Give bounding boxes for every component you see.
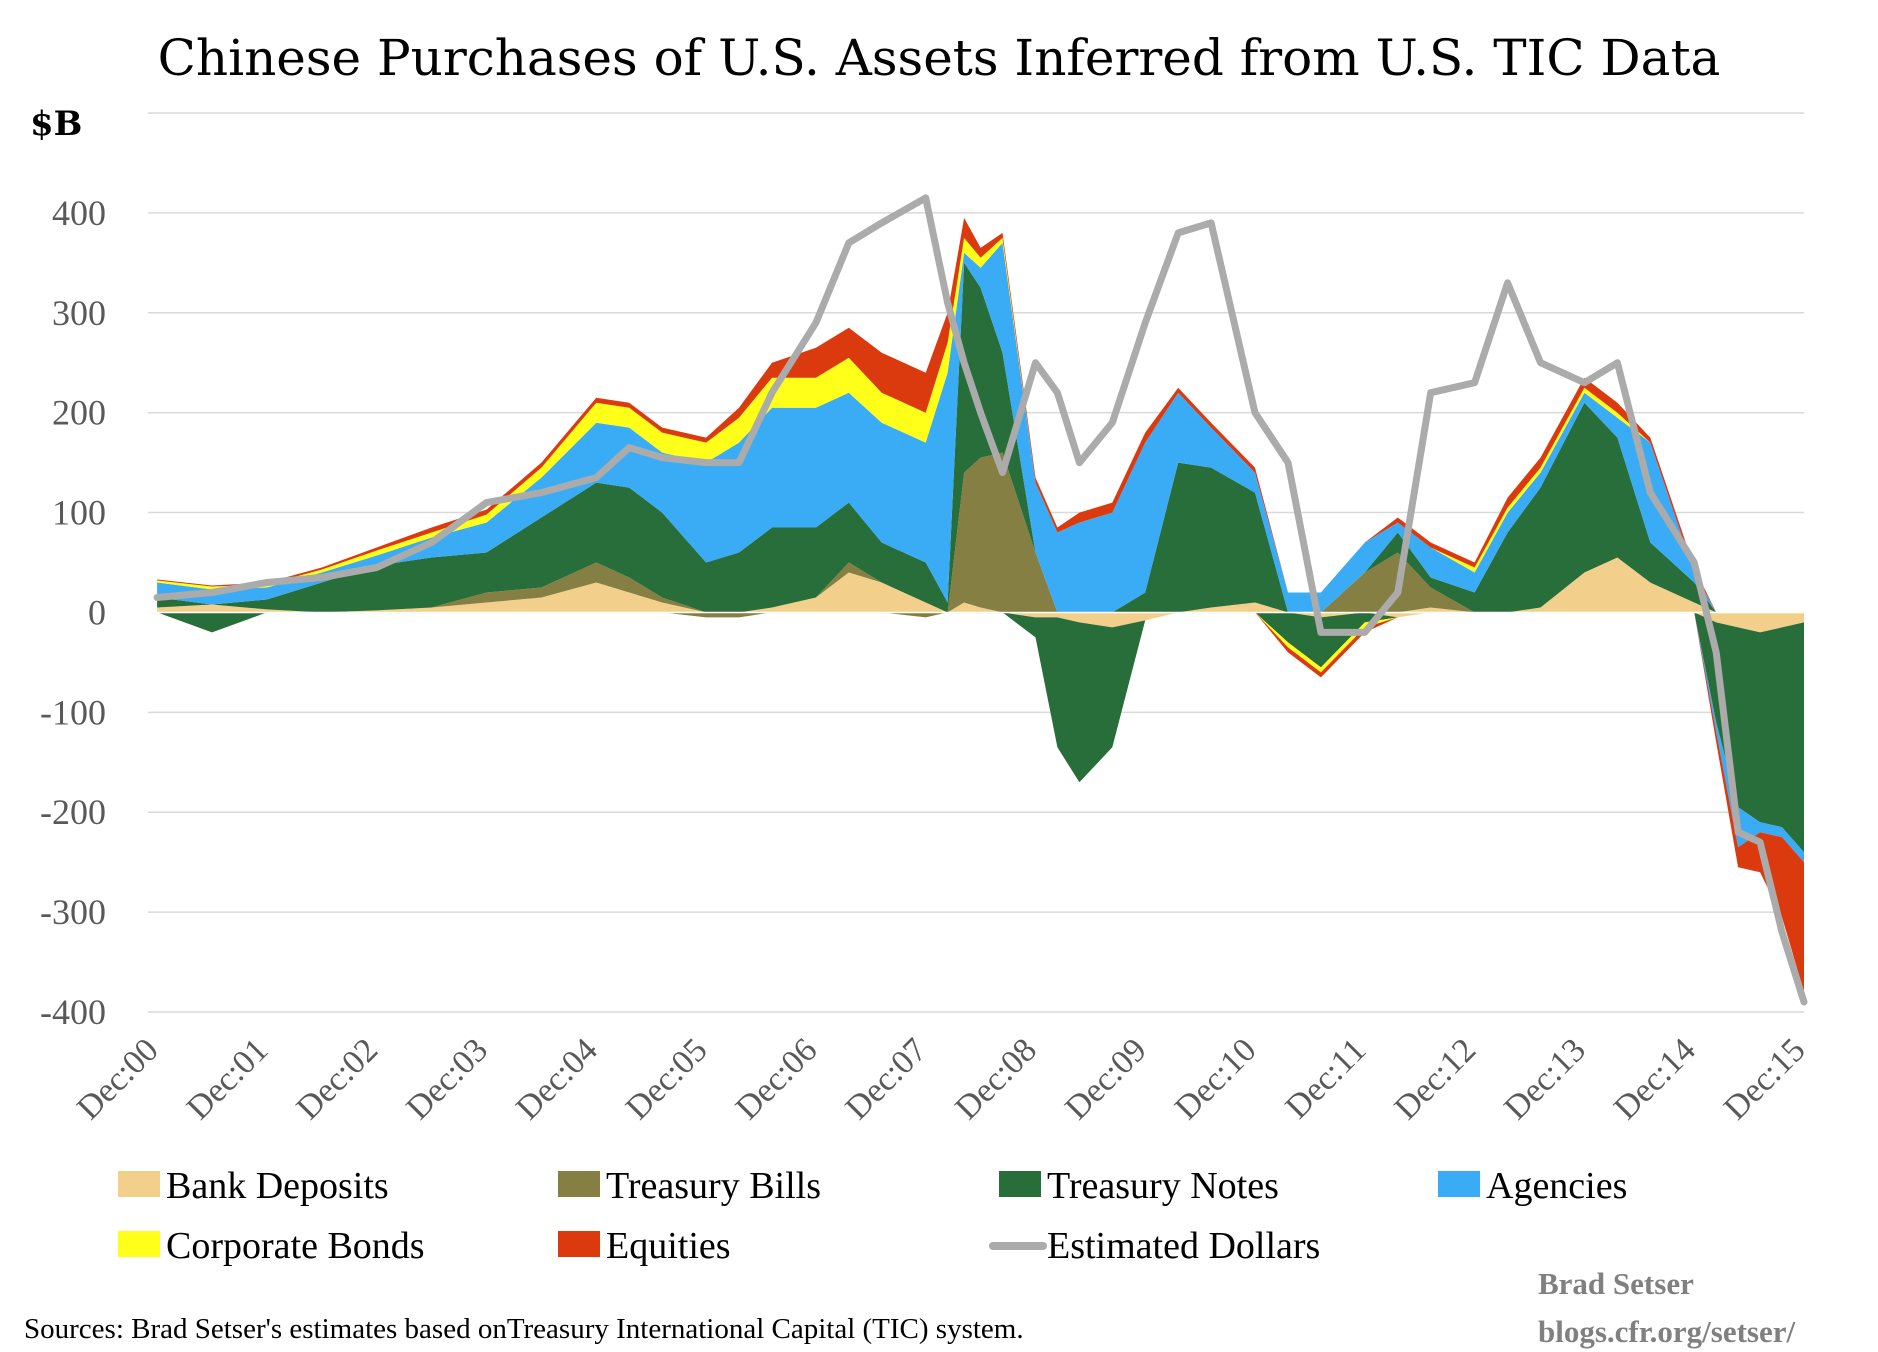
x-tick-label: Dec:01 <box>180 1031 276 1127</box>
legend-swatch-treasury-bills <box>558 1171 600 1197</box>
estimated-dollars-line-layer <box>153 194 1808 1006</box>
x-tick-label: Dec:12 <box>1388 1031 1484 1127</box>
y-tick-label: 200 <box>52 393 106 433</box>
legend-label-corporate-bonds: Corporate Bonds <box>166 1225 425 1267</box>
x-tick-label: Dec:03 <box>399 1031 495 1127</box>
area-corporate-bonds-negative <box>157 612 1805 863</box>
x-tick-label: Dec:08 <box>948 1031 1044 1127</box>
legend-swatch-corporate-bonds <box>118 1231 160 1257</box>
area-treasury-notes-positive <box>157 262 1805 613</box>
x-tick-label: Dec:07 <box>839 1031 935 1127</box>
x-tick-label: Dec:00 <box>70 1031 166 1127</box>
source-note: Sources: Brad Setser's estimates based o… <box>24 1313 1024 1345</box>
area-treasury-notes-negative <box>157 612 1805 853</box>
y-tick-label: 100 <box>52 493 106 533</box>
x-tick-label: Dec:10 <box>1168 1031 1264 1127</box>
y-tick-label: -200 <box>40 792 106 832</box>
x-tick-label: Dec:09 <box>1058 1031 1154 1127</box>
stacked-areas <box>157 217 1805 992</box>
x-tick-label: Dec:13 <box>1497 1031 1593 1127</box>
y-tick-label: -300 <box>40 892 106 932</box>
y-tick-label: 0 <box>88 592 106 632</box>
x-tick-label: Dec:14 <box>1607 1031 1703 1127</box>
y-tick-label: -400 <box>40 992 106 1032</box>
legend: Bank Deposits Treasury Bills Treasury Note… <box>118 1165 1627 1267</box>
y-axis-ticks: 400 300 200 100 0 -100 -200 -300 -400 <box>40 193 106 1032</box>
area-bank-deposits-negative <box>157 612 1805 633</box>
x-axis-ticks: Dec:00 Dec:01 Dec:02 Dec:03 Dec:04 Dec:05 Dec:… <box>70 1031 1812 1127</box>
chart-title: Chinese Purchases of U.S. Assets Inferre… <box>158 29 1721 87</box>
area-agencies-negative <box>157 612 1805 863</box>
x-tick-label: Dec:04 <box>509 1031 605 1127</box>
area-equities-negative <box>157 612 1805 992</box>
legend-swatch-bank-deposits <box>118 1171 160 1197</box>
legend-swatch-treasury-notes <box>999 1171 1041 1197</box>
x-tick-label: Dec:15 <box>1717 1031 1813 1127</box>
area-bank-deposits-positive <box>157 557 1805 613</box>
line-estimated-dollars <box>153 194 1808 1006</box>
legend-label-equities: Equities <box>606 1225 731 1267</box>
legend-label-treasury-bills: Treasury Bills <box>606 1165 821 1207</box>
legend-label-agencies: Agencies <box>1486 1165 1627 1207</box>
legend-swatch-agencies <box>1438 1171 1480 1197</box>
legend-label-estimated-dollars: Estimated Dollars <box>1047 1225 1320 1267</box>
legend-swatch-equities <box>558 1231 600 1257</box>
y-tick-label: 400 <box>52 193 106 233</box>
x-tick-label: Dec:06 <box>729 1031 825 1127</box>
y-unit-label: $B <box>30 104 82 144</box>
area-treasury-bills-positive <box>157 452 1805 613</box>
legend-label-bank-deposits: Bank Deposits <box>166 1165 389 1207</box>
legend-label-treasury-notes: Treasury Notes <box>1047 1165 1279 1207</box>
credit-name: Brad Setser <box>1538 1266 1694 1301</box>
y-tick-label: 300 <box>52 293 106 333</box>
x-tick-label: Dec:02 <box>290 1031 386 1127</box>
area-treasury-bills-negative <box>157 612 1805 633</box>
y-tick-label: -100 <box>40 692 106 732</box>
credit-url: blogs.cfr.org/setser/ <box>1538 1314 1796 1349</box>
x-tick-label: Dec:11 <box>1279 1031 1374 1126</box>
x-tick-label: Dec:05 <box>619 1031 715 1127</box>
